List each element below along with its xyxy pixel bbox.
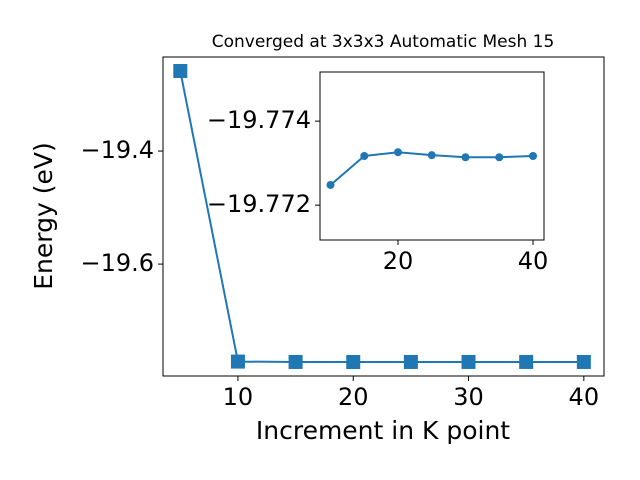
x-tick-label: 10 (223, 383, 254, 411)
data-point (576, 354, 591, 369)
x-tick-label: 20 (338, 383, 369, 411)
data-point (528, 152, 537, 160)
data-point (427, 151, 436, 160)
y-tick-label: −19.4 (80, 136, 154, 164)
data-point (288, 354, 303, 369)
data-point (230, 354, 245, 369)
data-point (173, 64, 188, 79)
data-point (394, 148, 403, 157)
data-point (519, 354, 534, 369)
data-point (326, 180, 335, 189)
data-line (179, 70, 584, 364)
x-tick-label: 40 (569, 383, 600, 411)
data-point (346, 355, 361, 370)
data-point (461, 153, 470, 162)
x-axis-label: Increment in K point (256, 416, 510, 445)
y-tick-label: −19.772 (207, 190, 311, 218)
y-tick-label: −19.774 (207, 106, 311, 134)
y-tick-label: −19.6 (80, 249, 154, 277)
x-tick-label: 20 (383, 247, 414, 275)
data-point (360, 152, 369, 160)
x-tick-label: 30 (453, 383, 484, 411)
chart-title: Converged at 3x3x3 Automatic Mesh 15 (212, 32, 555, 52)
x-tick-label: 40 (518, 247, 549, 275)
data-point (403, 354, 418, 369)
data-point (461, 354, 476, 369)
y-axis-label: Energy (eV) (29, 142, 58, 289)
data-point (495, 153, 504, 162)
